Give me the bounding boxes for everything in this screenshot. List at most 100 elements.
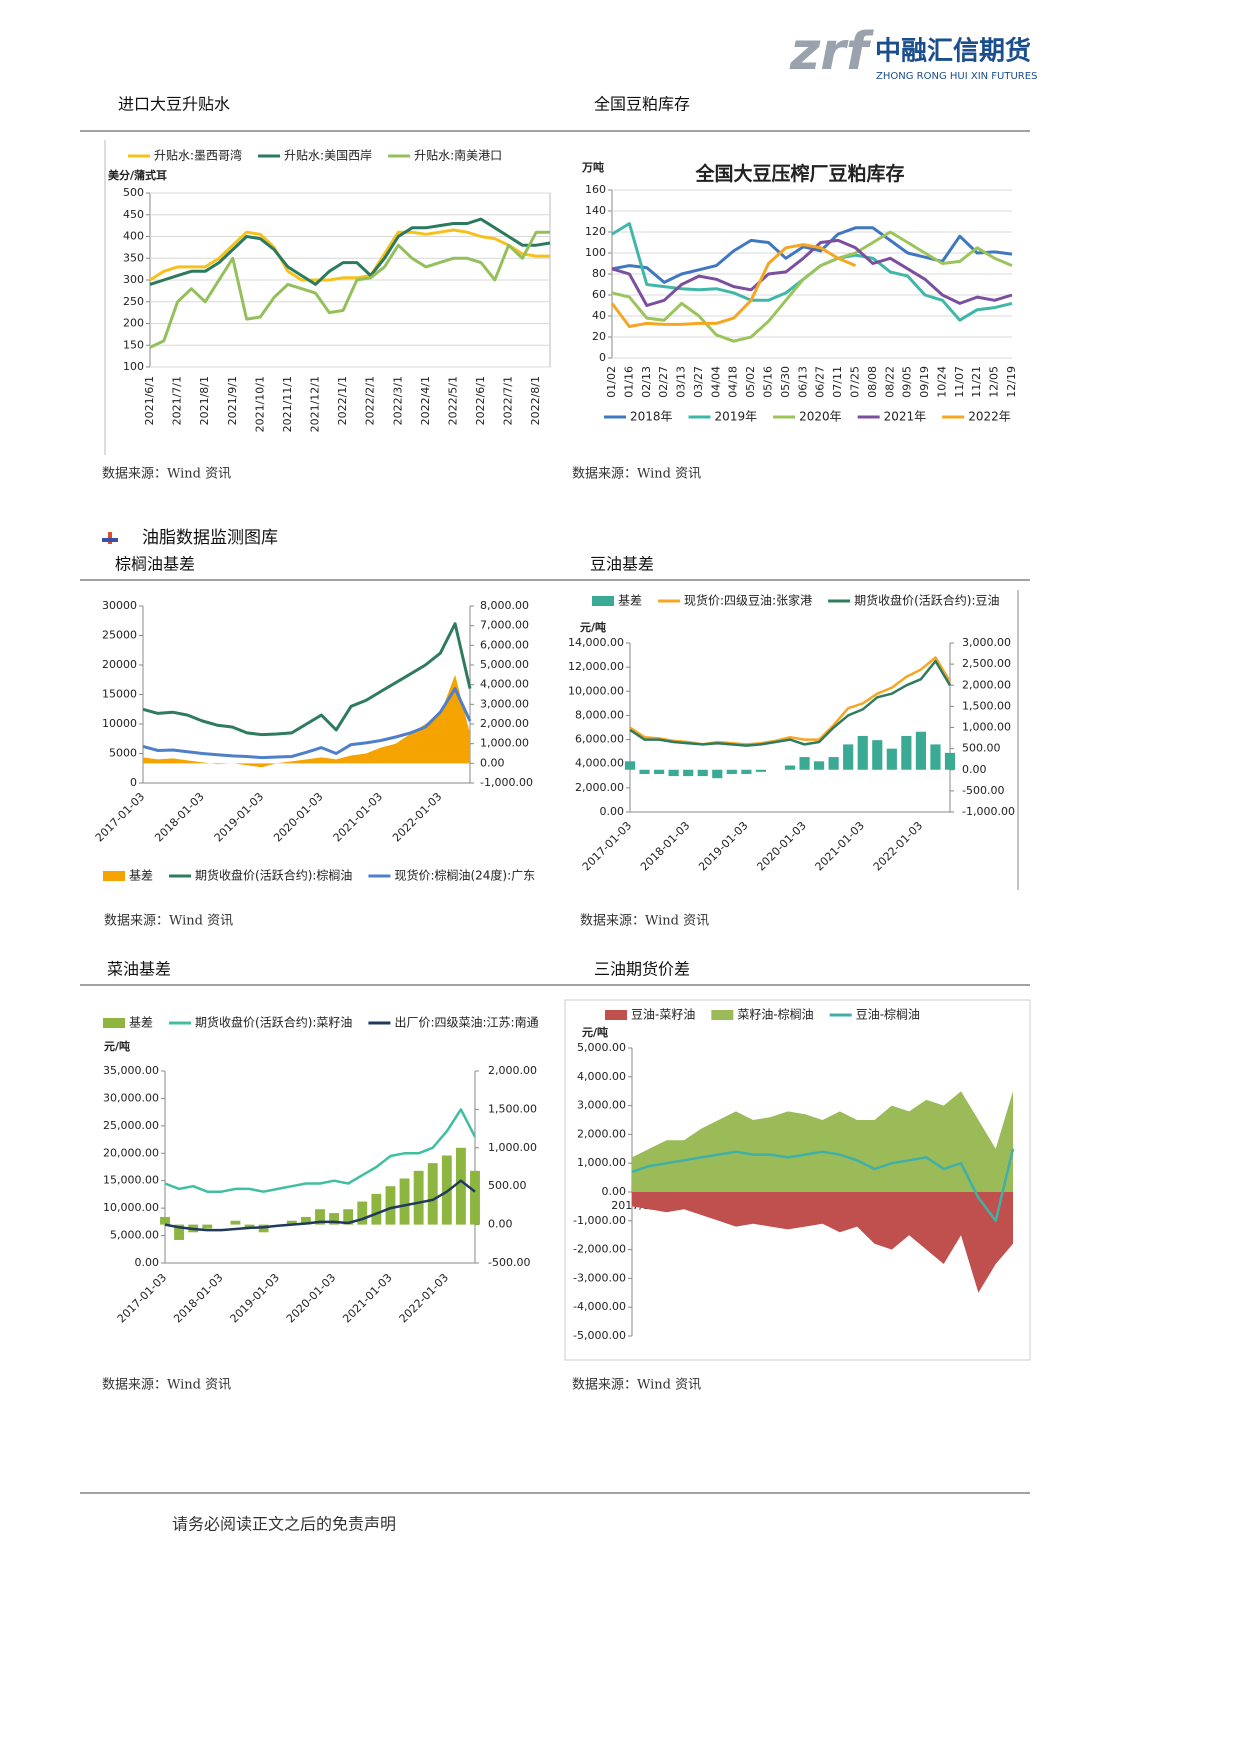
x-tick-label: 2022/5/1 <box>446 376 459 425</box>
x-tick-label: 2017-01-03 <box>580 819 634 873</box>
line-series <box>631 1148 1015 1223</box>
bar <box>160 1216 170 1225</box>
x-tick-label: 2022/3/1 <box>391 376 404 425</box>
bar <box>413 1170 424 1225</box>
legend-swatch <box>592 596 614 606</box>
y-axis-label: 万吨 <box>581 160 604 174</box>
y-tick-label: 35,000.00 <box>103 1064 159 1077</box>
x-tick-label: 2018-01-03 <box>152 790 206 844</box>
section-heading: 油脂数据监测图库 <box>142 528 278 548</box>
y2-tick-label: 7,000.00 <box>480 619 529 632</box>
source: 数据来源：Wind 资讯 <box>104 914 233 929</box>
source: 数据来源：Wind 资讯 <box>572 1378 701 1393</box>
legend-label: 2020年 <box>799 410 842 424</box>
x-tick-label: 11/21 <box>970 366 983 398</box>
panel-title: 棕榈油基差 <box>115 555 195 574</box>
x-tick-label: 05/30 <box>779 366 792 398</box>
x-tick-label: 2021/11/1 <box>281 376 294 432</box>
x-tick-label: 2021-01-03 <box>813 819 867 873</box>
x-tick-label: 2022/2/1 <box>364 376 377 425</box>
area-series <box>632 1091 1013 1192</box>
bar <box>741 769 752 774</box>
frame <box>564 999 1031 1361</box>
legend-label: 菜籽油-棕榈油 <box>737 1007 813 1022</box>
x-tick-label: 11/07 <box>953 366 966 398</box>
y-tick-label: 25000 <box>102 629 137 642</box>
y-tick-label: 25,000.00 <box>103 1119 159 1132</box>
y-tick-label: 100 <box>123 360 144 373</box>
y-tick-label: 4,000.00 <box>577 1070 626 1083</box>
x-tick-label: 02/27 <box>657 366 670 398</box>
source: 数据来源：Wind 资讯 <box>102 467 231 482</box>
y2-tick-label: 6,000.00 <box>480 638 529 651</box>
area-series <box>143 674 470 768</box>
x-tick-label: 2020-01-03 <box>754 819 808 873</box>
bar <box>814 761 825 770</box>
x-tick-label: 2021/12/1 <box>309 376 322 432</box>
x-tick-label: 2018-01-03 <box>171 1271 225 1325</box>
logo-mark: zrf <box>789 22 875 82</box>
bar <box>697 769 708 777</box>
y-tick-label: 450 <box>123 208 144 221</box>
x-tick-label: 01/02 <box>605 366 618 398</box>
x-tick-label: 05/02 <box>744 366 757 398</box>
source: 数据来源：Wind 资讯 <box>572 467 701 482</box>
x-tick-label: 2020-01-03 <box>271 790 325 844</box>
legend-label: 期货收盘价(活跃合约):豆油 <box>854 593 999 608</box>
legend-label: 豆油-菜籽油 <box>631 1008 695 1022</box>
panel-title: 豆油基差 <box>590 555 654 574</box>
bar <box>174 1224 185 1240</box>
x-tick-label: 2018-01-03 <box>638 819 692 873</box>
y-tick-label: 60 <box>592 288 606 301</box>
y2-tick-label: 0.00 <box>962 763 987 776</box>
x-tick-label: 2019-01-03 <box>212 790 266 844</box>
bar <box>784 765 796 770</box>
area-series <box>632 1192 1013 1293</box>
y-tick-label: 250 <box>123 295 144 308</box>
y-tick-label: 15,000.00 <box>103 1174 159 1187</box>
legend-label: 现货价:棕榈油(24度):广东 <box>394 868 535 883</box>
y-tick-label: 350 <box>123 251 144 264</box>
y-tick-label: 8,000.00 <box>575 708 624 721</box>
y2-tick-label: 2,500.00 <box>962 657 1011 670</box>
y-axis-label: 元/吨 <box>580 620 606 634</box>
y2-tick-label: 3,000.00 <box>480 697 529 710</box>
line-series <box>629 656 952 746</box>
y-axis-label: 元/吨 <box>582 1025 608 1039</box>
chart-title: 全国大豆压榨厂豆粕库存 <box>694 162 904 185</box>
legend-label: 现货价:四级豆油:张家港 <box>684 593 812 608</box>
legend-label: 升贴水:墨西哥湾 <box>154 148 242 163</box>
y-tick-label: 300 <box>123 273 144 286</box>
y-tick-label: 14,000.00 <box>568 636 624 649</box>
bar <box>385 1186 396 1225</box>
y-tick-label: 0 <box>599 351 606 364</box>
x-tick-label: 2021-01-03 <box>340 1271 394 1325</box>
y-tick-label: -4,000.00 <box>573 1300 626 1313</box>
y-tick-label: 30,000.00 <box>103 1091 159 1104</box>
bar <box>712 769 723 779</box>
bar <box>668 769 679 777</box>
panel-title: 菜油基差 <box>107 960 171 979</box>
x-tick-label: 12/19 <box>1005 366 1018 398</box>
bar <box>329 1213 340 1225</box>
legend-label: 期货收盘价(活跃合约):棕榈油 <box>195 868 352 883</box>
x-tick-label: 2022-01-03 <box>871 819 925 873</box>
legend-label: 升贴水:美国西岸 <box>284 149 372 163</box>
bar <box>286 1220 297 1225</box>
y2-tick-label: 1,500.00 <box>962 699 1011 712</box>
y-axis-label: 元/吨 <box>104 1039 130 1053</box>
x-tick-label: 07/11 <box>831 366 844 398</box>
y-tick-label: 80 <box>592 267 606 280</box>
legend-label: 2018年 <box>630 410 673 424</box>
bar <box>357 1201 368 1225</box>
bar <box>843 744 854 770</box>
y-tick-label: 30000 <box>102 599 137 612</box>
x-tick-label: 2019-01-03 <box>228 1271 282 1325</box>
legend-label: 2021年 <box>884 410 927 424</box>
y2-tick-label: 2,000.00 <box>488 1064 537 1077</box>
line-series <box>164 1179 476 1232</box>
x-tick-label: 2022/8/1 <box>529 376 542 425</box>
x-tick-label: 2021/6/1 <box>143 376 156 425</box>
bar <box>799 757 810 770</box>
y-tick-label: 5000 <box>109 747 137 760</box>
